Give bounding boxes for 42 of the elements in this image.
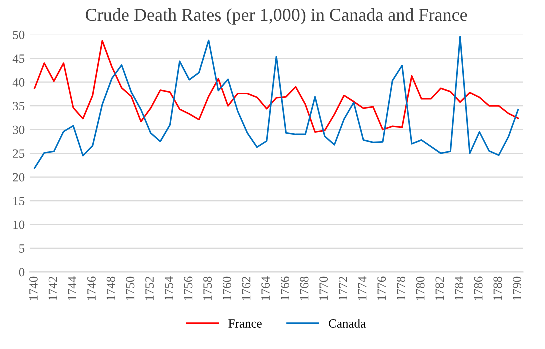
x-tick-label: 1776 (378, 276, 386, 300)
x-tick-label: 1788 (494, 276, 502, 300)
chart-title: Crude Death Rates (per 1,000) in Canada and France (86, 8, 468, 25)
x-tick-label: 1748 (106, 276, 116, 300)
y-tick-label: 0 (19, 268, 25, 277)
x-tick-label: 1778 (397, 276, 406, 300)
line-series (34, 40, 520, 133)
x-tick-label: 1764 (262, 276, 270, 300)
y-tick-label: 30 (13, 126, 25, 134)
y-tick-label: 20 (13, 173, 25, 182)
x-tick-label: 1766 (280, 276, 290, 300)
x-tick-label: 1784 (455, 276, 464, 300)
y-tick-label: 45 (12, 54, 25, 64)
y-tick-label: 15 (14, 197, 25, 206)
x-tick-label: 1770 (320, 276, 328, 300)
legend-label: France (228, 320, 262, 328)
x-tick-label: 1762 (242, 277, 251, 300)
x-tick-label: 1774 (358, 276, 367, 300)
line-series (34, 36, 520, 170)
x-tick-label: 1750 (126, 276, 135, 300)
x-tick-label: 1744 (68, 276, 76, 300)
y-tick-label: 10 (14, 220, 25, 230)
x-tick-label: 1772 (339, 277, 348, 300)
x-tick-label: 1754 (164, 276, 174, 300)
y-tick-label: 5 (20, 244, 25, 253)
x-tick-label: 1746 (88, 276, 96, 300)
x-tick-label: 1740 (30, 276, 38, 300)
y-tick-label: 50 (13, 30, 25, 40)
x-tick-label: 1758 (204, 276, 212, 300)
legend-label: Canada (329, 319, 366, 328)
x-tick-label: 1752 (146, 277, 154, 300)
x-tick-label: 1756 (184, 276, 193, 300)
x-tick-label: 1780 (416, 276, 425, 300)
y-tick-label: 35 (13, 102, 25, 111)
y-tick-label: 40 (12, 78, 25, 87)
x-tick-label: 1782 (436, 277, 444, 300)
x-tick-label: 1786 (474, 276, 483, 300)
y-tick-label: 25 (13, 150, 25, 158)
x-tick-label: 1760 (222, 276, 232, 300)
x-tick-label: 1768 (300, 276, 309, 300)
x-tick-label: 1742 (48, 277, 58, 300)
x-tick-label: 1790 (513, 276, 522, 300)
